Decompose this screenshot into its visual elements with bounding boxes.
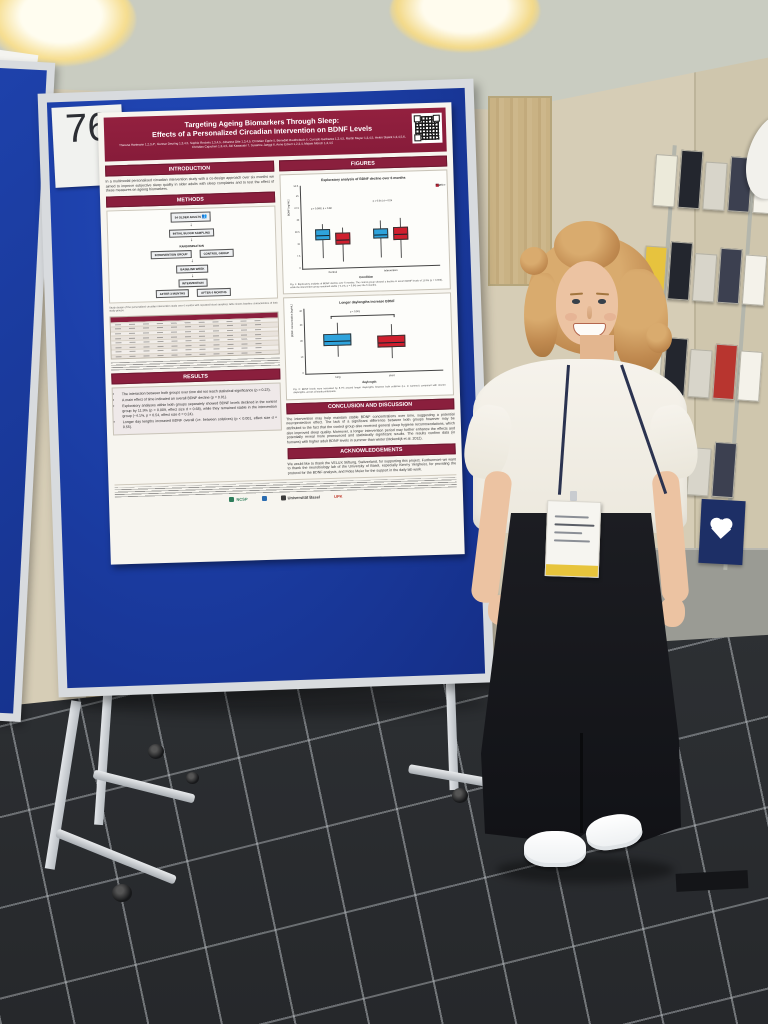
figure-2-category: short: [388, 374, 395, 378]
logo-blue: [261, 495, 267, 501]
flow-step: INTERVENTION: [177, 278, 208, 288]
flow-step: AFTER 3 MONTHS: [155, 289, 190, 299]
pants-leg-split: [580, 733, 583, 833]
person: [459, 221, 703, 913]
brochure: [716, 247, 743, 305]
poster-title-banner: Targeting Ageing Biomarkers Through Slee…: [103, 107, 447, 162]
caster-wheel: [186, 772, 199, 784]
qr-finder: [413, 115, 421, 123]
flow-step: RANDOMISATION: [179, 243, 205, 249]
brochure: [737, 350, 763, 402]
flow-step: INTERVENTION GROUP: [150, 250, 192, 260]
figure-1-plot: BDNF [ng/mL] 0 7.5 15 22.5 30 37.5 45 52…: [286, 181, 446, 275]
qr-finder: [414, 134, 422, 142]
box-short: [376, 335, 406, 348]
hair-curl: [524, 273, 558, 357]
white-sneaker: [524, 831, 586, 867]
whisker: [379, 220, 382, 258]
flow-step: 54 OLDER ADULTS 👥: [170, 211, 212, 223]
brochure: [712, 343, 738, 401]
eye: [572, 299, 580, 304]
brochure: [677, 149, 704, 210]
figure-2-panel: Longer daylengths increase BDNF BDNF con…: [282, 292, 455, 400]
arrow-down-icon: ↓: [191, 272, 194, 279]
logo-unibas: Universität Basel: [280, 494, 320, 501]
unibas-logo-icon: [280, 494, 286, 501]
nose: [587, 306, 592, 319]
figure-1-category: Control: [328, 270, 338, 275]
people-icon: 👥: [201, 213, 208, 219]
flow-step: BASELINE WEEK: [176, 264, 209, 274]
badge-stripe: [545, 564, 599, 577]
baseline-table: [109, 311, 280, 360]
figure-1-panel: Exploratory analysis of BDNF decline ove…: [278, 169, 451, 295]
brochure: [691, 252, 718, 303]
significance-bracket: [330, 314, 395, 320]
poster-right-column: FIGURES Exploratory analysis of BDNF dec…: [278, 155, 456, 475]
cheek: [565, 313, 577, 321]
hair-curl: [520, 247, 548, 275]
figure-2-annotation: p < 0.001: [349, 310, 361, 314]
section-heading-conclusion: CONCLUSION AND DISCUSSION: [285, 397, 455, 414]
figure-1-annotation: p = 0.009 | d = 0.68: [310, 206, 332, 211]
figure-2-category: long: [335, 375, 341, 380]
box-control-baseline: [314, 228, 330, 241]
caster-wheel: [148, 744, 164, 759]
lanyard-clip: [570, 491, 577, 501]
logo-upk: UPK: [333, 493, 343, 499]
results-box: The interaction between both groups over…: [111, 382, 282, 436]
flow-step: AFTER 6 MONTHS: [196, 287, 231, 297]
box-control-post: [334, 232, 350, 245]
figure-1-category: Intervention: [383, 268, 398, 273]
arrow-down-icon: ↓: [190, 236, 193, 243]
introduction-text: In a multimodal personalised circadian i…: [105, 174, 275, 193]
methods-flowchart: 54 OLDER ADULTS 👥 ↓ INITIAL BLOOD SAMPLI…: [106, 205, 278, 304]
acknowledgements-text: We would like to thank the VELUX Stiftun…: [287, 456, 457, 476]
heart-brochure: [698, 498, 746, 566]
badge-text-line: [554, 531, 583, 535]
cheek: [604, 313, 616, 321]
hair-curl: [646, 323, 672, 353]
qr-code: [411, 112, 443, 144]
flow-step: CONTROL GROUP: [199, 248, 234, 258]
qr-finder: [432, 114, 440, 122]
research-poster: Targeting Ageing Biomarkers Through Slee…: [97, 102, 465, 565]
caster-wheel: [452, 788, 468, 803]
conference-badge: [544, 500, 602, 578]
person-shadow: [496, 857, 674, 883]
poster-board-main: 76 Targeting Ageing Biomarkers Through S…: [37, 78, 495, 698]
poster-left-column: INTRODUCTION In a multimodal personalise…: [105, 160, 283, 481]
ncsp-logo-icon: [229, 496, 235, 502]
brochure: [711, 441, 738, 499]
badge-text-line: [553, 539, 590, 543]
hair-curl: [614, 269, 668, 375]
section-heading-introduction: INTRODUCTION: [105, 160, 274, 177]
badge-text-line: [554, 515, 589, 519]
arrow-down-icon: ↓: [190, 258, 194, 265]
eye: [598, 299, 606, 304]
brochure: [702, 161, 728, 211]
flow-step: INITIAL BLOOD SAMPLING: [168, 227, 215, 238]
brochure: [741, 254, 768, 306]
section-heading-acknowledgements: ACKNOWLEDGEMENTS: [287, 442, 456, 459]
arrow-down-icon: ↓: [189, 222, 193, 229]
logo-ncsp: NCSP: [229, 496, 248, 502]
caster-wheel: [112, 884, 132, 902]
figure-2-plot: BDNF concentration [ng/mL] 0 10 20 30 40…: [290, 305, 444, 379]
section-heading-methods: METHODS: [105, 191, 275, 208]
conclusion-text: The intervention may help maintain stabl…: [286, 411, 456, 445]
figure-1-annotation: p = 0.54 | d = 0.24: [372, 199, 393, 203]
box-long: [322, 333, 351, 347]
section-heading-figures: FIGURES: [278, 155, 448, 172]
results-bullets: The interaction between both groups over…: [122, 388, 278, 430]
box-intervention-post: [392, 226, 408, 241]
box-intervention-baseline: [372, 228, 388, 239]
badge-text-line: [554, 523, 595, 527]
section-heading-results: RESULTS: [111, 368, 280, 385]
blue-logo-icon: [261, 495, 267, 501]
brochure: [652, 154, 679, 208]
